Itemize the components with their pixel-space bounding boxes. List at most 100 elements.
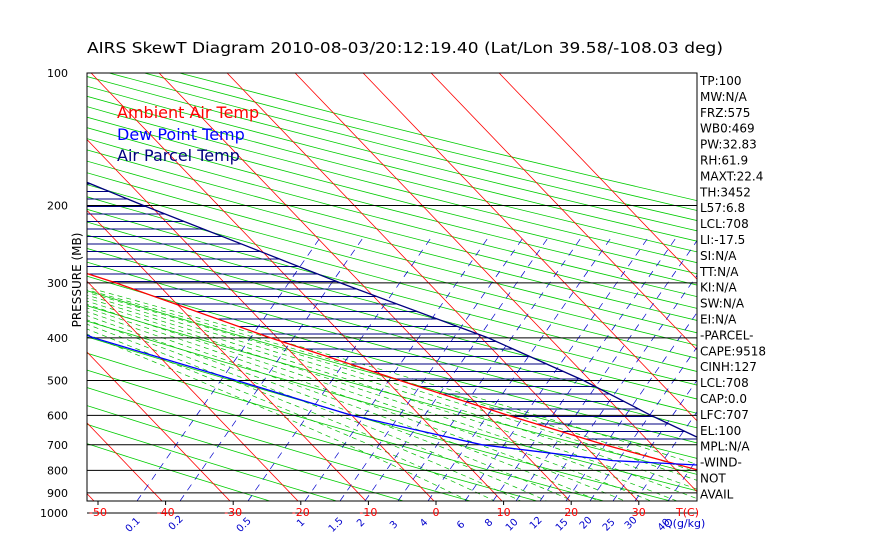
plot-frame <box>86 72 698 502</box>
mixing-ratio-line <box>492 234 679 501</box>
bottom-temp-unit: T(C) <box>675 506 699 519</box>
mixing-ratio-line <box>464 234 651 501</box>
stat-item: LFC:707 <box>700 408 749 422</box>
dry-adiabat <box>87 208 697 372</box>
bottom-temp-label: -40 <box>157 506 175 519</box>
stat-item: SW:N/A <box>700 297 745 311</box>
pressure-tick-label: 800 <box>47 464 68 477</box>
bottom-temp-label: 0 <box>433 506 440 519</box>
bottom-temp-label: 10 <box>497 506 511 519</box>
moist-adiabat <box>87 323 522 501</box>
mixing-ratio-label: 6 <box>455 519 467 531</box>
isotherm <box>87 209 367 501</box>
stat-item: -WIND- <box>700 456 742 470</box>
dry-adiabat <box>87 172 697 334</box>
mixing-ratio-line <box>304 234 491 501</box>
stat-item: MAXT:22.4 <box>700 169 763 183</box>
dry-adiabat <box>144 73 697 211</box>
dry-adiabat <box>87 234 697 400</box>
isotherm <box>362 73 697 422</box>
dry-adiabat <box>87 149 697 309</box>
stat-item: WB0:469 <box>700 122 755 136</box>
isotherm <box>87 280 299 501</box>
stat-item: PW:32.83 <box>700 138 757 152</box>
dry-adiabat <box>87 160 697 321</box>
stat-item: LI:-17.5 <box>700 233 745 247</box>
moist-adiabat <box>87 292 697 481</box>
mixing-ratio-label: 10 <box>504 517 521 534</box>
isotherm <box>87 138 435 501</box>
stat-item: AVAIL <box>700 487 734 501</box>
moist-adiabat <box>87 304 652 501</box>
mixing-ratio-line <box>634 411 697 501</box>
moist-adiabat <box>87 289 697 473</box>
bottom-temp-label: 20 <box>564 506 578 519</box>
stat-item: LCL:708 <box>700 217 749 231</box>
mixing-ratio-line <box>565 312 697 501</box>
mixing-ratio-line <box>364 234 551 501</box>
mixing-ratio-label: 25 <box>601 517 618 534</box>
isotherm <box>90 73 503 501</box>
mixing-ratio-label: 3 <box>388 519 400 531</box>
mixing-ratio-label: 20 <box>578 515 595 532</box>
mixing-ratio-unit: Q(g/kg) <box>664 517 705 530</box>
dry-adiabat <box>87 127 697 286</box>
y-axis-label: PRESSURE (MB) <box>70 233 84 328</box>
isotherm <box>0 73 38 513</box>
stat-item: TT:N/A <box>699 265 739 279</box>
profile-series <box>87 181 697 471</box>
isotherm <box>430 73 697 351</box>
stat-item: CAP:0.0 <box>700 392 747 406</box>
isotherm <box>294 73 697 493</box>
moist-adiabat <box>87 307 626 501</box>
stat-item: TH:3452 <box>699 185 751 199</box>
dry-adiabat <box>87 423 339 501</box>
dry-adiabat <box>87 138 697 298</box>
mixing-ratio-line <box>667 458 697 501</box>
dry-adiabat <box>87 443 272 501</box>
moist-adiabat <box>87 319 548 501</box>
dry-adiabat <box>87 221 697 386</box>
mixing-ratio-label: 12 <box>528 515 545 532</box>
mixing-ratio-line <box>427 234 614 501</box>
isotherm <box>87 422 163 501</box>
stat-item: L57:6.8 <box>700 201 745 215</box>
dry-adiabat <box>87 387 472 501</box>
mixing-ratio-label: 0.1 <box>124 516 143 535</box>
stat-item: RH:61.9 <box>700 154 748 168</box>
mixing-ratio-label: 1.5 <box>327 516 346 535</box>
stat-item: FRZ:575 <box>700 106 750 120</box>
stats-panel: TP:100 MW:N/A FRZ:575 WB0:469 PW:32.83 RH:61.… <box>699 74 766 501</box>
mixing-ratio-line <box>612 379 697 501</box>
moist-adiabat <box>87 300 678 501</box>
stat-item: TP:100 <box>699 74 742 88</box>
bottom-temp-label: -10 <box>359 506 377 519</box>
mixing-ratio-line <box>539 274 697 501</box>
moist-adiabat <box>87 294 697 490</box>
pressure-tick-label: 900 <box>47 487 68 500</box>
background-lines <box>0 73 697 513</box>
legend-air-parcel-temp: Air Parcel Temp <box>117 146 240 165</box>
stat-item: LCL:708 <box>700 376 749 390</box>
stat-item: EI:N/A <box>700 313 737 327</box>
mixing-ratio-line <box>589 346 697 501</box>
mixing-ratio-line <box>247 234 434 501</box>
bottom-temp-label: 30 <box>632 506 646 519</box>
pressure-tick-label: 600 <box>47 409 68 422</box>
pressure-tick-label: 300 <box>47 277 68 290</box>
legend: Ambient Air Temp Dew Point Temp Air Parc… <box>117 103 259 165</box>
isotherm <box>226 73 639 501</box>
cape-hatching <box>87 183 697 440</box>
stat-item: MW:N/A <box>700 90 748 104</box>
dry-adiabat <box>87 184 697 346</box>
pressure-tick-label: 400 <box>47 332 68 345</box>
stat-item: SI:N/A <box>700 249 737 263</box>
stat-item: KI:N/A <box>700 281 737 295</box>
stat-item: EL:100 <box>700 424 741 438</box>
stat-item: CINH:127 <box>700 360 757 374</box>
dry-adiabat <box>87 320 697 492</box>
bottom-temp-label: -20 <box>292 506 310 519</box>
mixing-ratio-label: 4 <box>418 517 430 529</box>
chart-title: AIRS SkewT Diagram 2010-08-03/20:12:19.4… <box>87 39 723 57</box>
dry-adiabat <box>87 275 697 444</box>
